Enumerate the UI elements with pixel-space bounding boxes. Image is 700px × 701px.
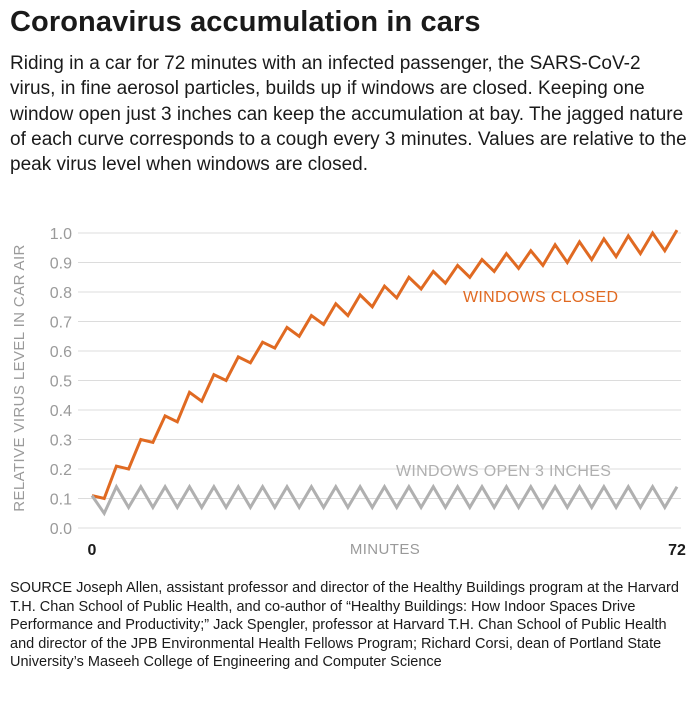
x-axis-label: MINUTES xyxy=(350,541,420,558)
y-axis-label: RELATIVE VIRUS LEVEL IN CAR AIR xyxy=(11,244,28,511)
y-tick-label: 0.3 xyxy=(50,433,72,450)
y-axis-ticks: 0.0 0.1 0.2 0.3 0.4 0.5 0.6 0.7 0.8 0.9 1.0 xyxy=(50,226,72,538)
y-tick-label: 0.4 xyxy=(50,403,72,420)
line-chart: 0.0 0.1 0.2 0.3 0.4 0.5 0.6 0.7 0.8 0.9 1.0 0 72 WI… xyxy=(11,226,686,559)
chart-title: Coronavirus accumulation in cars xyxy=(10,6,481,38)
x-tick-label: 0 xyxy=(88,542,97,559)
series-line-closed xyxy=(91,229,679,501)
y-tick-label: 0.7 xyxy=(50,315,72,332)
annotation-open: WINDOWS OPEN 3 INCHES xyxy=(396,463,611,480)
y-tick-label: 0.1 xyxy=(50,492,72,509)
y-tick-label: 0.8 xyxy=(50,285,72,302)
y-tick-label: 0.6 xyxy=(50,344,72,361)
y-tick-label: 0.2 xyxy=(50,462,72,479)
y-tick-label: 0.5 xyxy=(50,374,72,391)
chart-subtitle: Riding in a car for 72 minutes with an i… xyxy=(10,53,687,176)
y-tick-label: 1.0 xyxy=(50,226,72,243)
annotations: WINDOWS CLOSED WINDOWS OPEN 3 INCHES xyxy=(396,289,618,480)
source-note: SOURCE Joseph Allen, assistant professor… xyxy=(10,580,679,671)
y-tick-label: 0.9 xyxy=(50,256,72,273)
x-tick-label: 72 xyxy=(668,542,686,559)
series-line-open xyxy=(90,483,679,517)
series-lines xyxy=(90,229,679,517)
y-tick-label: 0.0 xyxy=(50,521,72,538)
gridlines xyxy=(78,232,681,529)
x-axis-ticks: 0 72 xyxy=(88,542,686,559)
annotation-closed: WINDOWS CLOSED xyxy=(463,289,618,306)
